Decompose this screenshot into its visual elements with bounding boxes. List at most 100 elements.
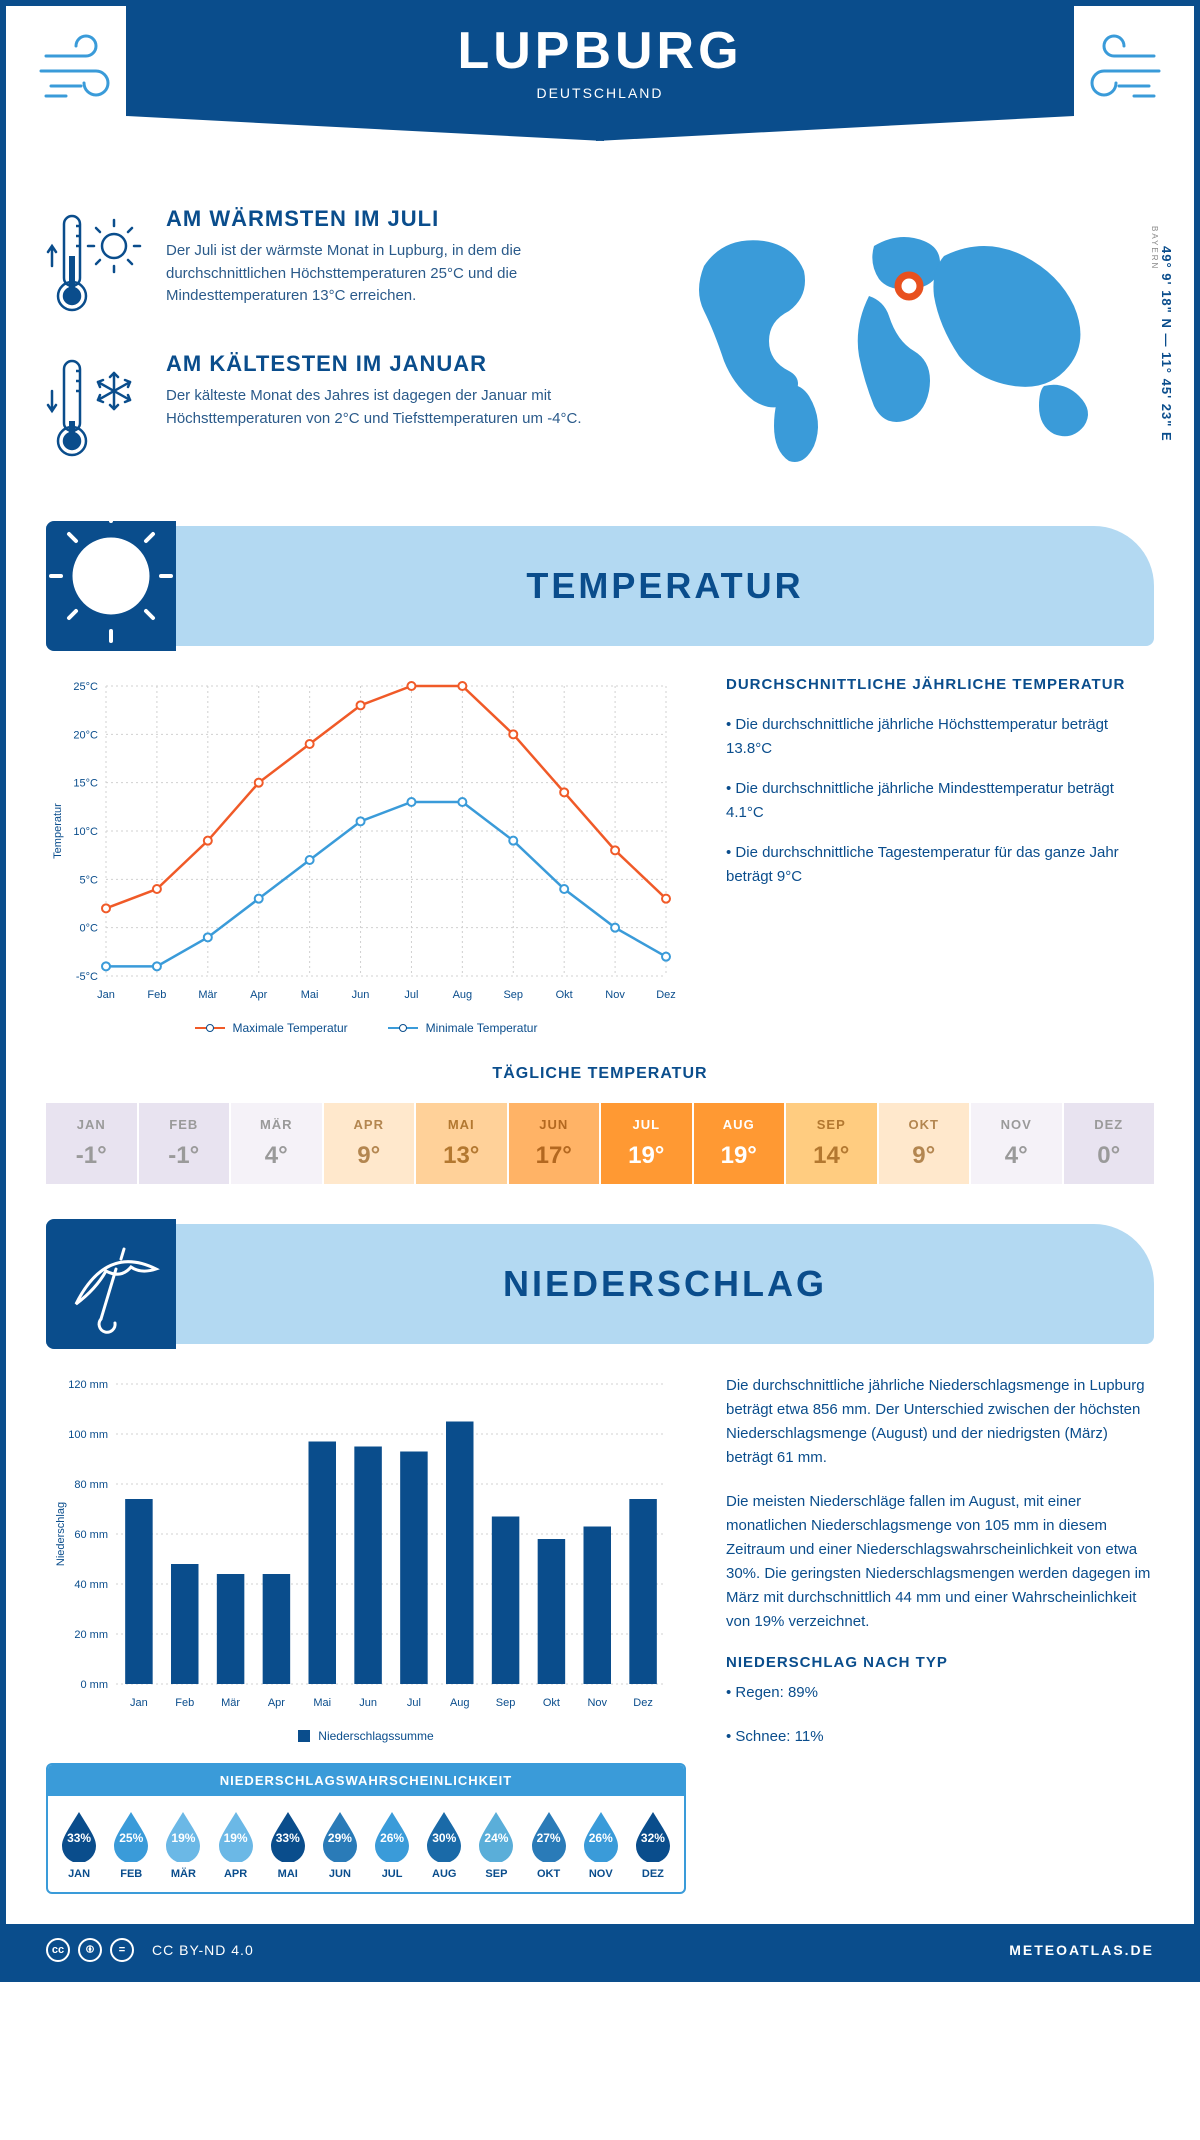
svg-text:20 mm: 20 mm — [74, 1629, 108, 1641]
svg-text:Jun: Jun — [359, 1697, 377, 1709]
svg-text:5°C: 5°C — [80, 874, 99, 886]
probability-cell: 32%DEZ — [628, 1808, 678, 1880]
footer: cc 🅯 = CC BY-ND 4.0 METEOATLAS.DE — [6, 1924, 1194, 1976]
probability-cell: 19%APR — [211, 1808, 261, 1880]
probability-cell: 30%AUG — [419, 1808, 469, 1880]
cc-icon: cc — [46, 1938, 70, 1962]
temperature-legend: Maximale Temperatur Minimale Temperatur — [46, 1021, 686, 1035]
svg-text:0 mm: 0 mm — [81, 1679, 109, 1691]
warmest-title: AM WÄRMSTEN IM JULI — [166, 206, 644, 232]
coordinates: 49° 9' 18" N — 11° 45' 23" E — [1159, 246, 1174, 442]
city-name: LUPBURG — [457, 21, 742, 81]
svg-text:0°C: 0°C — [80, 923, 99, 935]
wind-icon — [1074, 26, 1164, 121]
temperature-section-header: TEMPERATUR — [46, 526, 1154, 646]
svg-text:Temperatur: Temperatur — [52, 803, 64, 859]
svg-text:Mär: Mär — [198, 989, 217, 1001]
svg-text:80 mm: 80 mm — [74, 1479, 108, 1491]
probability-cell: 24%SEP — [471, 1808, 521, 1880]
probability-cell: 26%NOV — [576, 1808, 626, 1880]
probability-cell: 33%MAI — [263, 1808, 313, 1880]
daily-temp-cell: DEZ0° — [1064, 1103, 1155, 1184]
svg-text:-5°C: -5°C — [76, 971, 98, 983]
probability-cell: 27%OKT — [524, 1808, 574, 1880]
svg-text:Okt: Okt — [543, 1697, 560, 1709]
daily-temp-cell: OKT9° — [879, 1103, 970, 1184]
thermometer-snow-icon — [46, 351, 146, 466]
probability-cell: 29%JUN — [315, 1808, 365, 1880]
svg-text:Mai: Mai — [313, 1697, 331, 1709]
warmest-block: AM WÄRMSTEN IM JULI Der Juli ist der wär… — [46, 206, 644, 321]
coldest-block: AM KÄLTESTEN IM JANUAR Der kälteste Mona… — [46, 351, 644, 466]
daily-temp-cell: MAI13° — [416, 1103, 507, 1184]
daily-temp-cell: JAN-1° — [46, 1103, 137, 1184]
probability-cell: 33%JAN — [54, 1808, 104, 1880]
nd-icon: = — [110, 1938, 134, 1962]
country: DEUTSCHLAND — [536, 85, 663, 101]
daily-temp-cell: JUL19° — [601, 1103, 692, 1184]
daily-temp-cell: JUN17° — [509, 1103, 600, 1184]
precip-type-title: NIEDERSCHLAG NACH TYP — [726, 1654, 1154, 1671]
svg-text:25°C: 25°C — [73, 681, 98, 693]
svg-text:Mär: Mär — [221, 1697, 240, 1709]
coldest-title: AM KÄLTESTEN IM JANUAR — [166, 351, 644, 377]
svg-text:Jul: Jul — [404, 989, 418, 1001]
daily-temp-cell: MÄR4° — [231, 1103, 322, 1184]
svg-text:Okt: Okt — [556, 989, 573, 1001]
probability-cell: 19%MÄR — [158, 1808, 208, 1880]
probability-cell: 26%JUL — [367, 1808, 417, 1880]
svg-text:100 mm: 100 mm — [68, 1429, 108, 1441]
svg-text:Sep: Sep — [503, 989, 523, 1001]
svg-text:15°C: 15°C — [73, 778, 98, 790]
site-name: METEOATLAS.DE — [1009, 1942, 1154, 1958]
svg-text:Jun: Jun — [352, 989, 370, 1001]
svg-text:120 mm: 120 mm — [68, 1379, 108, 1391]
precipitation-section-header: NIEDERSCHLAG — [46, 1224, 1154, 1344]
svg-text:Dez: Dez — [633, 1697, 653, 1709]
daily-temp-grid: JAN-1°FEB-1°MÄR4°APR9°MAI13°JUN17°JUL19°… — [46, 1103, 1154, 1184]
probability-title: NIEDERSCHLAGSWAHRSCHEINLICHKEIT — [48, 1765, 684, 1796]
svg-text:Niederschlag: Niederschlag — [55, 1502, 67, 1566]
svg-text:Jan: Jan — [97, 989, 115, 1001]
daily-temp-cell: SEP14° — [786, 1103, 877, 1184]
daily-temp-cell: AUG19° — [694, 1103, 785, 1184]
world-map: BAYERN 49° 9' 18" N — 11° 45' 23" E — [674, 206, 1154, 496]
header: LUPBURG DEUTSCHLAND — [6, 6, 1194, 186]
temperature-line-chart: -5°C 0°C 5°C 10°C 15°C 20°C 25°C Jan Feb Mär Apr Ma… — [46, 676, 686, 1035]
precipitation-info: Die durchschnittliche jährliche Niedersc… — [726, 1374, 1154, 1894]
wind-icon — [36, 26, 126, 121]
svg-text:Feb: Feb — [147, 989, 166, 1001]
precipitation-probability-box: NIEDERSCHLAGSWAHRSCHEINLICHKEIT 33%JAN25… — [46, 1763, 686, 1894]
svg-text:Nov: Nov — [605, 989, 625, 1001]
svg-text:Apr: Apr — [250, 989, 267, 1001]
svg-text:Jan: Jan — [130, 1697, 148, 1709]
probability-cell: 25%FEB — [106, 1808, 156, 1880]
svg-text:Aug: Aug — [453, 989, 473, 1001]
svg-text:20°C: 20°C — [73, 729, 98, 741]
coldest-text: Der kälteste Monat des Jahres ist dagege… — [166, 385, 644, 430]
svg-text:Nov: Nov — [587, 1697, 607, 1709]
temperature-info: DURCHSCHNITTLICHE JÄHRLICHE TEMPERATUR •… — [726, 676, 1154, 1035]
svg-text:Aug: Aug — [450, 1697, 470, 1709]
daily-temp-cell: NOV4° — [971, 1103, 1062, 1184]
svg-text:Feb: Feb — [175, 1697, 194, 1709]
daily-temp-title: TÄGLICHE TEMPERATUR — [46, 1065, 1154, 1083]
daily-temp-cell: FEB-1° — [139, 1103, 230, 1184]
svg-text:Jul: Jul — [407, 1697, 421, 1709]
thermometer-sun-icon — [46, 206, 146, 321]
svg-text:40 mm: 40 mm — [74, 1579, 108, 1591]
sun-icon — [46, 521, 176, 651]
temp-info-title: DURCHSCHNITTLICHE JÄHRLICHE TEMPERATUR — [726, 676, 1154, 693]
by-icon: 🅯 — [78, 1938, 102, 1962]
svg-text:Sep: Sep — [496, 1697, 516, 1709]
warmest-text: Der Juli ist der wärmste Monat in Lupbur… — [166, 240, 644, 308]
region-label: BAYERN — [1150, 226, 1159, 270]
license-text: CC BY-ND 4.0 — [152, 1942, 254, 1958]
precipitation-bar-chart: 0 mm 20 mm 40 mm 60 mm 80 mm 100 mm 120 mm Jan F… — [46, 1374, 686, 1894]
precipitation-title: NIEDERSCHLAG — [176, 1263, 1154, 1305]
svg-text:10°C: 10°C — [73, 826, 98, 838]
svg-text:Apr: Apr — [268, 1697, 285, 1709]
daily-temp-cell: APR9° — [324, 1103, 415, 1184]
svg-text:60 mm: 60 mm — [74, 1529, 108, 1541]
temperature-title: TEMPERATUR — [176, 565, 1154, 607]
